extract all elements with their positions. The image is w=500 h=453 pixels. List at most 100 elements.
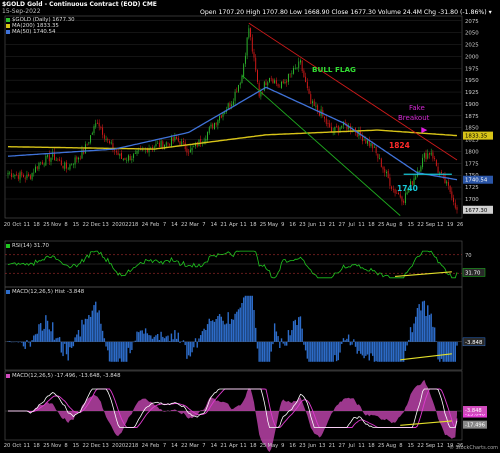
hist-bar [96, 312, 99, 342]
bottom-x-tick-label: 21 [329, 443, 336, 449]
hist-bar [265, 341, 267, 362]
candle-body [122, 158, 124, 160]
candle-body [35, 166, 36, 173]
macd-value-tag [463, 406, 487, 415]
candle-body [303, 70, 305, 78]
candle-body [205, 138, 207, 142]
hist-bar [21, 341, 23, 343]
x-tick-label: 21 [329, 222, 336, 228]
hist-bar [260, 341, 262, 362]
hist-bar [427, 305, 429, 342]
bottom-x-tick-label: 22 [181, 443, 188, 449]
hist-bar [392, 341, 395, 362]
candle-body [341, 125, 343, 128]
candle-body [305, 76, 307, 82]
hist-bar [363, 341, 365, 359]
hist-bar [89, 316, 92, 342]
candle-body [251, 37, 253, 52]
hist-bar [175, 338, 178, 342]
x-tick-label: 18 [33, 222, 40, 228]
hist-bar [378, 341, 381, 362]
hist-bar [160, 331, 162, 342]
bottom-x-tick-label: 26 [457, 443, 464, 449]
candle-body [423, 153, 425, 158]
candle-body [38, 162, 40, 170]
hist-bar [95, 301, 97, 342]
hist-bar [82, 324, 85, 342]
candle-body [219, 116, 221, 121]
candle-body [263, 81, 265, 91]
candle-body [410, 181, 412, 188]
candle-body [200, 139, 202, 144]
candle-body [392, 189, 394, 190]
hist-bar [413, 323, 415, 342]
candle-body [315, 105, 317, 107]
x-tick-label: Mar [189, 222, 200, 228]
candle-body [391, 186, 393, 189]
hist-bar [263, 341, 266, 362]
candle-body [310, 94, 312, 104]
candle-body [29, 175, 31, 179]
x-tick-label: 13 [319, 222, 326, 228]
hist-bar [339, 341, 341, 353]
hist-bar [253, 310, 255, 342]
candle-body [253, 52, 255, 58]
hist-bar [268, 341, 271, 362]
hist-bar [287, 330, 290, 342]
y-tick-label: 1925 [465, 90, 479, 96]
macd-divergence-line [400, 420, 452, 426]
candle-body [95, 123, 97, 127]
candle-body [454, 202, 456, 208]
ma200-line [8, 129, 458, 150]
hist-bar [208, 318, 210, 342]
candle-body [90, 135, 92, 143]
hist-bar [328, 341, 331, 362]
bottom-x-tick-label: 15 [73, 443, 80, 449]
candle-body [241, 75, 243, 83]
candle-body [16, 174, 18, 175]
hist-bar [399, 341, 401, 362]
hist-bar [174, 330, 176, 342]
candle-body [71, 164, 73, 166]
hist-bar [291, 330, 293, 342]
x-tick-label: Sep [426, 222, 436, 228]
bull-flag-label: BULL FLAG [312, 65, 356, 74]
x-tick-label: 22 [417, 222, 424, 228]
candle-body [19, 172, 21, 180]
candle-body [453, 197, 455, 202]
hist-bar [131, 341, 133, 350]
candle-body [183, 140, 184, 143]
candle-body [248, 28, 250, 38]
legend-ma50: MA(50) 1740.54 [6, 29, 55, 35]
hist-bar [411, 332, 413, 342]
hist-bar [62, 341, 64, 357]
hist-bar [445, 341, 448, 362]
x-tick-label: Jun [307, 222, 316, 228]
hist-bar [93, 305, 95, 342]
candle-body [336, 126, 338, 127]
candle-body [57, 159, 59, 161]
hist-bar [241, 303, 243, 342]
candle-body [401, 196, 403, 202]
hist-bar [53, 339, 56, 342]
hist-bar [361, 341, 364, 356]
hist-bar [79, 336, 81, 342]
hist-bar [169, 341, 171, 342]
candle-body [10, 173, 12, 177]
hist-bar [310, 341, 312, 362]
candle-body [14, 174, 16, 177]
level-1740-label: 1740 [397, 184, 418, 193]
candle-body [93, 126, 95, 133]
candle-body [365, 139, 367, 144]
hist-bar [163, 338, 166, 342]
hist-bar [370, 341, 372, 354]
hist-bar [48, 329, 50, 342]
hist-bar [390, 341, 393, 362]
hist-bar [9, 341, 11, 342]
hist-bar [186, 341, 188, 359]
candle-body [427, 153, 429, 159]
candle-body [337, 126, 339, 132]
hist-bar [60, 341, 63, 353]
x-tick-label: 22 [181, 222, 188, 228]
hist-bar [270, 341, 272, 352]
